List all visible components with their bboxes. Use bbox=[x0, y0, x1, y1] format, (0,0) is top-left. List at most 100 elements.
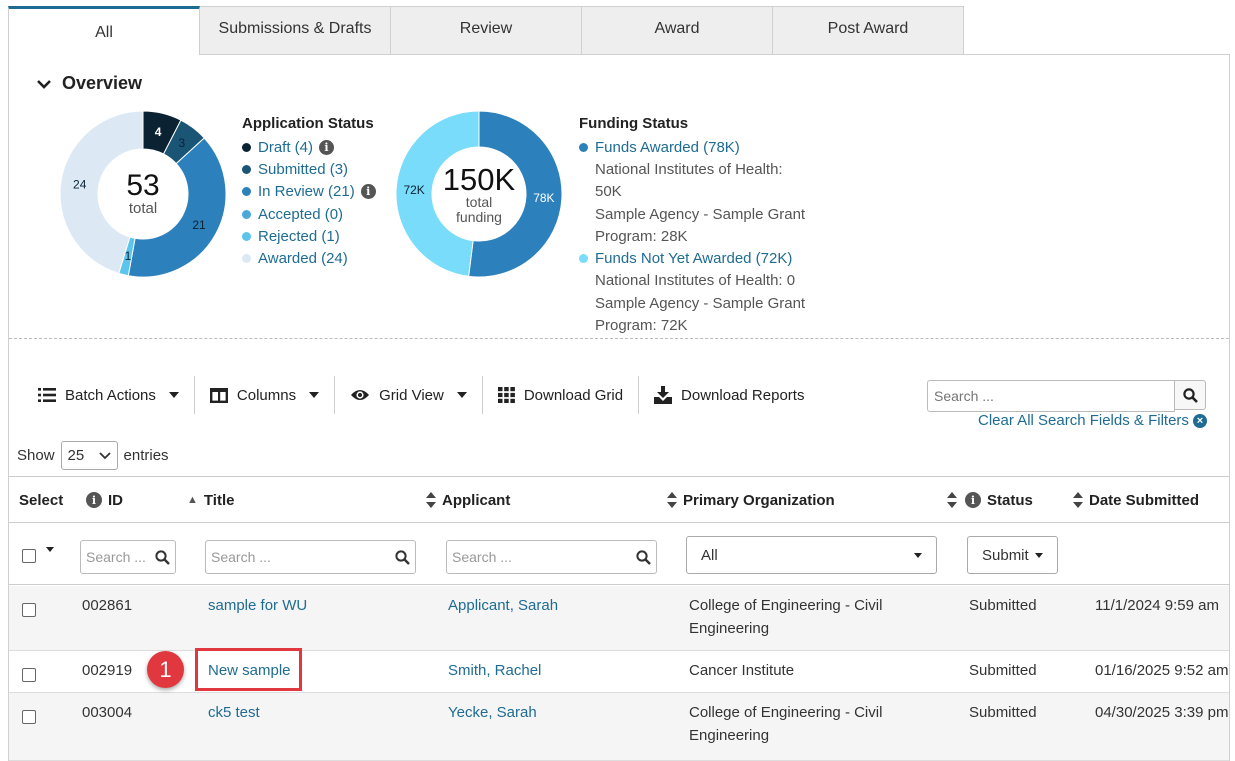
row-checkbox[interactable] bbox=[22, 710, 36, 724]
download-reports-label: Download Reports bbox=[681, 386, 805, 404]
legend-label: Accepted (0) bbox=[258, 205, 344, 223]
sort-icon bbox=[1073, 492, 1083, 508]
header-organization[interactable]: Primary Organization bbox=[667, 477, 835, 523]
not-awarded-detail-line: Sample Agency - Sample Grant bbox=[595, 294, 806, 312]
download-icon bbox=[654, 386, 673, 404]
legend-funds-awarded[interactable]: Funds Awarded (78K) bbox=[579, 136, 805, 158]
row-status: Submitted bbox=[969, 597, 1037, 614]
legend-dot bbox=[242, 254, 251, 264]
legend-item[interactable]: Draft (4) i bbox=[242, 136, 376, 158]
sort-icon bbox=[667, 492, 677, 508]
legend-dot bbox=[579, 254, 588, 264]
sort-asc-icon: ▲ bbox=[187, 494, 198, 506]
id-search-input[interactable]: Search ... bbox=[80, 540, 176, 574]
search-button[interactable] bbox=[1174, 380, 1206, 410]
caret-down-icon bbox=[456, 392, 467, 398]
sort-icon bbox=[426, 492, 436, 508]
overview-toggle[interactable]: Overview bbox=[36, 73, 142, 94]
header-applicant[interactable]: Applicant bbox=[426, 477, 510, 523]
row-organization-line: Engineering bbox=[689, 727, 770, 744]
row-organization: Cancer Institute bbox=[689, 662, 795, 679]
application-status-chart: 4 3 21 1 24 53 total bbox=[60, 111, 226, 277]
header-id[interactable]: i ID bbox=[86, 477, 123, 523]
row-checkbox[interactable] bbox=[22, 668, 36, 682]
row-organization: College of Engineering - Civil Engineeri… bbox=[689, 594, 882, 640]
columns-button[interactable]: Columns bbox=[195, 376, 334, 414]
tab-all[interactable]: All bbox=[8, 6, 200, 55]
applicant-search-placeholder: Search ... bbox=[452, 549, 512, 565]
download-reports-button[interactable]: Download Reports bbox=[639, 376, 819, 414]
header-date-label: Date Submitted bbox=[1089, 491, 1200, 509]
row-date-submitted: 11/1/2024 9:59 am bbox=[1095, 597, 1219, 614]
info-icon[interactable]: i bbox=[319, 139, 335, 155]
caret-down-icon bbox=[1035, 552, 1043, 558]
legend-funds-not-awarded[interactable]: Funds Not Yet Awarded (72K) bbox=[579, 247, 805, 269]
header-title[interactable]: ▲ Title bbox=[187, 477, 234, 523]
row-checkbox[interactable] bbox=[22, 603, 36, 617]
donut-segment[interactable] bbox=[60, 111, 144, 275]
legend-label: In Review (21) bbox=[258, 183, 355, 201]
eye-icon bbox=[351, 390, 370, 400]
global-search-input[interactable] bbox=[927, 380, 1175, 412]
callout-number-badge: 1 bbox=[147, 651, 184, 688]
funding-status-chart: 78K 72K 150K total funding bbox=[396, 111, 562, 277]
grid-view-button[interactable]: Grid View bbox=[335, 376, 482, 414]
batch-actions-button[interactable]: Batch Actions bbox=[38, 376, 194, 414]
row-applicant-link[interactable]: Yecke, Sarah bbox=[448, 704, 537, 721]
row-applicant-link[interactable]: Smith, Rachel bbox=[448, 662, 542, 679]
legend-item[interactable]: Accepted (0) bbox=[242, 203, 376, 225]
row-date-submitted: 04/30/2025 3:39 pm bbox=[1095, 704, 1229, 721]
info-icon: i bbox=[965, 492, 981, 508]
title-search-input[interactable]: Search ... bbox=[205, 540, 416, 574]
not-awarded-detail-line: Program: 72K bbox=[595, 317, 688, 335]
header-status-label: Status bbox=[987, 491, 1033, 509]
tab-review[interactable]: Review bbox=[391, 6, 582, 55]
awarded-detail-line: 50K bbox=[595, 183, 622, 201]
table-row: 002919 New sample Smith, Rachel Cancer I… bbox=[9, 651, 1229, 693]
legend-item[interactable]: Submitted (3) bbox=[242, 158, 376, 180]
info-icon[interactable]: i bbox=[360, 184, 376, 200]
header-title-label: Title bbox=[203, 491, 235, 509]
caret-down-icon bbox=[168, 392, 179, 398]
caret-down-icon[interactable] bbox=[46, 547, 54, 552]
columns-label: Columns bbox=[236, 386, 297, 404]
select-all-checkbox[interactable] bbox=[22, 549, 36, 563]
entries-control: Show 25 entries bbox=[17, 441, 169, 470]
status-filter-button[interactable]: Submit bbox=[967, 536, 1058, 574]
tab-submissions-drafts[interactable]: Submissions & Drafts bbox=[200, 6, 391, 55]
organization-filter-select[interactable]: All bbox=[686, 536, 937, 574]
legend-dot bbox=[242, 187, 251, 197]
legend-item[interactable]: Rejected (1) bbox=[242, 225, 376, 247]
row-applicant-link[interactable]: Applicant, Sarah bbox=[448, 597, 559, 614]
applicant-search-input[interactable]: Search ... bbox=[446, 540, 657, 574]
status-filter-value: Submit bbox=[982, 546, 1029, 564]
caret-down-icon bbox=[309, 392, 320, 398]
table-header: Select i ID ▲ Title Applicant Primary Or… bbox=[9, 476, 1229, 523]
tab-post-award[interactable]: Post Award bbox=[773, 6, 964, 55]
donut-segment[interactable] bbox=[127, 137, 226, 277]
entries-select[interactable]: 25 bbox=[60, 441, 118, 470]
donut-segment[interactable] bbox=[396, 111, 480, 277]
download-grid-button[interactable]: Download Grid bbox=[483, 376, 638, 414]
panel-top-border bbox=[200, 54, 1230, 55]
donut-segment-label: 4 bbox=[155, 125, 162, 139]
header-date-submitted[interactable]: Date Submitted bbox=[1073, 477, 1199, 523]
application-status-legend: Application Status Draft (4) i Submitted (… bbox=[242, 115, 376, 270]
legend-dot bbox=[242, 164, 251, 174]
row-title-link[interactable]: ck5 test bbox=[208, 704, 260, 721]
tab-award[interactable]: Award bbox=[582, 6, 773, 55]
donut-segment[interactable] bbox=[468, 111, 562, 277]
legend-dot bbox=[579, 142, 588, 152]
clear-all-filters-link[interactable]: Clear All Search Fields & Filters × bbox=[978, 412, 1207, 429]
donut-segment-label: 24 bbox=[73, 178, 87, 192]
header-status[interactable]: i Status bbox=[947, 477, 1033, 523]
row-organization-line: Engineering bbox=[689, 620, 770, 637]
header-id-label: ID bbox=[108, 491, 123, 509]
row-status: Submitted bbox=[969, 704, 1037, 721]
row-title-link[interactable]: New sample bbox=[208, 662, 291, 679]
donut-segment-label: 78K bbox=[533, 191, 554, 205]
row-title-link[interactable]: sample for WU bbox=[208, 597, 308, 614]
toolbar-separator bbox=[334, 376, 336, 414]
legend-item[interactable]: In Review (21) i bbox=[242, 181, 376, 203]
legend-item[interactable]: Awarded (24) bbox=[242, 247, 376, 269]
